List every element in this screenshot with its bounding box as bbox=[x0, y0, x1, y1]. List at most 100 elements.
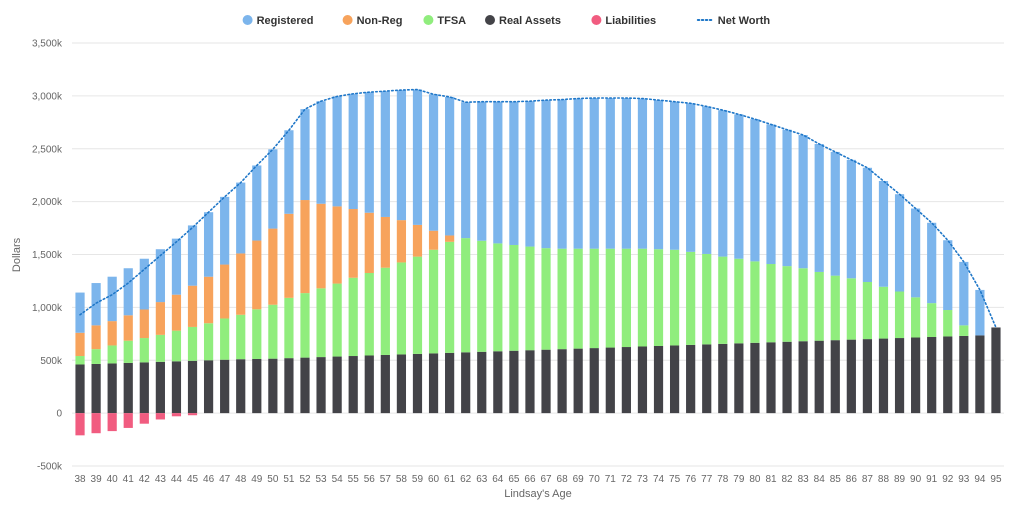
bar-tfsa bbox=[686, 251, 696, 345]
bar-real-assets bbox=[637, 346, 648, 414]
y-tick-label: 3,000k bbox=[32, 91, 63, 102]
x-tick-label: 80 bbox=[749, 474, 761, 485]
x-tick-label: 63 bbox=[476, 474, 488, 485]
legend-item: Liabilities bbox=[591, 15, 656, 27]
bar-real-assets bbox=[348, 356, 358, 414]
bar-liabilities bbox=[155, 413, 165, 420]
x-tick-label: 87 bbox=[862, 474, 874, 485]
bar-registered bbox=[959, 261, 969, 326]
x-tick-label: 67 bbox=[540, 474, 552, 485]
x-tick-label: 68 bbox=[557, 474, 569, 485]
bar-registered bbox=[332, 96, 342, 207]
bar-registered bbox=[750, 119, 760, 262]
bar-tfsa bbox=[75, 356, 85, 365]
bar-real-assets bbox=[766, 342, 776, 414]
bar-registered bbox=[702, 106, 712, 254]
x-tick-label: 38 bbox=[74, 474, 86, 485]
bar-tfsa bbox=[348, 277, 358, 357]
bar-registered bbox=[461, 102, 471, 239]
bar-tfsa bbox=[605, 248, 615, 348]
bar-registered bbox=[541, 100, 551, 249]
x-tick-label: 51 bbox=[283, 474, 295, 485]
bar-registered bbox=[686, 103, 696, 252]
x-tick-label: 79 bbox=[733, 474, 745, 485]
bar-liabilities bbox=[107, 413, 117, 432]
bar-registered bbox=[220, 196, 230, 265]
x-tick-label: 57 bbox=[380, 474, 392, 485]
bar-real-assets bbox=[203, 360, 214, 414]
bar-real-assets bbox=[653, 345, 664, 414]
bar-real-assets bbox=[380, 354, 390, 414]
bar-tfsa bbox=[750, 261, 760, 343]
legend-label: TFSA bbox=[437, 15, 466, 27]
legend-dot-icon bbox=[342, 15, 353, 25]
x-tick-label: 84 bbox=[814, 474, 826, 485]
legend-item: TFSA bbox=[423, 15, 466, 27]
bar-registered bbox=[493, 101, 503, 244]
legend-item: Real Assets bbox=[485, 15, 561, 27]
bar-tfsa bbox=[702, 253, 712, 345]
x-tick-label: 53 bbox=[316, 474, 328, 485]
x-tick-label: 73 bbox=[637, 474, 649, 485]
bar-tfsa bbox=[300, 293, 310, 358]
y-tick-label: 2,500k bbox=[32, 144, 63, 155]
bar-tfsa bbox=[155, 334, 165, 362]
bar-real-assets bbox=[943, 336, 953, 414]
bar-non-reg bbox=[236, 253, 246, 315]
bar-registered bbox=[878, 181, 889, 287]
bar-non-reg bbox=[364, 212, 374, 274]
bar-real-assets bbox=[814, 340, 824, 414]
bar-tfsa bbox=[943, 310, 953, 337]
bar-registered bbox=[975, 289, 985, 336]
bar-registered bbox=[573, 98, 583, 249]
bar-real-assets bbox=[557, 349, 567, 414]
bar-real-assets bbox=[461, 352, 471, 414]
x-axis-title: Lindsay's Age bbox=[504, 488, 572, 500]
bar-non-reg bbox=[316, 203, 326, 289]
y-tick-label: 2,000k bbox=[32, 197, 63, 208]
legend: Registered Non-Reg TFSA Real Assets Liabilit… bbox=[242, 15, 770, 27]
legend-dot-icon bbox=[242, 15, 253, 25]
bar-tfsa bbox=[557, 248, 567, 350]
bar-tfsa bbox=[203, 323, 214, 361]
bar-real-assets bbox=[669, 345, 680, 414]
bar-real-assets bbox=[927, 336, 937, 414]
bar-non-reg bbox=[171, 294, 182, 331]
bar-tfsa bbox=[894, 291, 905, 339]
bar-tfsa bbox=[862, 281, 873, 340]
bar-tfsa bbox=[541, 248, 551, 350]
bar-liabilities bbox=[91, 413, 101, 434]
bar-tfsa bbox=[782, 266, 792, 342]
legend-label: Non-Reg bbox=[357, 15, 403, 27]
bar-registered bbox=[428, 94, 439, 231]
bar-tfsa bbox=[139, 338, 149, 363]
bar-tfsa bbox=[91, 349, 101, 364]
bar-non-reg bbox=[91, 325, 101, 350]
bar-non-reg bbox=[268, 228, 278, 305]
bar-registered bbox=[412, 89, 423, 225]
x-tick-label: 71 bbox=[605, 474, 617, 485]
bar-tfsa bbox=[509, 244, 519, 351]
bar-non-reg bbox=[445, 235, 455, 242]
bar-tfsa bbox=[846, 278, 856, 340]
bar-real-assets bbox=[509, 350, 519, 414]
bar-non-reg bbox=[396, 220, 407, 263]
bar-registered bbox=[348, 93, 358, 210]
bar-real-assets bbox=[268, 358, 278, 414]
y-axis-ticks: -500k 0 500k 1,000k 1,500k 2,000k 2,500k 3,000k… bbox=[32, 39, 63, 473]
bar-registered bbox=[653, 100, 664, 250]
bar-real-assets bbox=[798, 341, 808, 414]
bar-tfsa bbox=[252, 309, 262, 359]
y-tick-label: 500k bbox=[40, 356, 63, 367]
bar-tfsa bbox=[718, 256, 728, 344]
bar-non-reg bbox=[380, 216, 390, 268]
bar-real-assets bbox=[187, 360, 198, 414]
net-worth-line bbox=[79, 88, 997, 329]
bar-registered bbox=[380, 91, 390, 217]
x-tick-label: 56 bbox=[364, 474, 376, 485]
bar-real-assets bbox=[605, 347, 615, 414]
x-tick-label: 77 bbox=[701, 474, 713, 485]
bar-real-assets bbox=[686, 344, 696, 414]
bar-real-assets bbox=[412, 353, 423, 414]
